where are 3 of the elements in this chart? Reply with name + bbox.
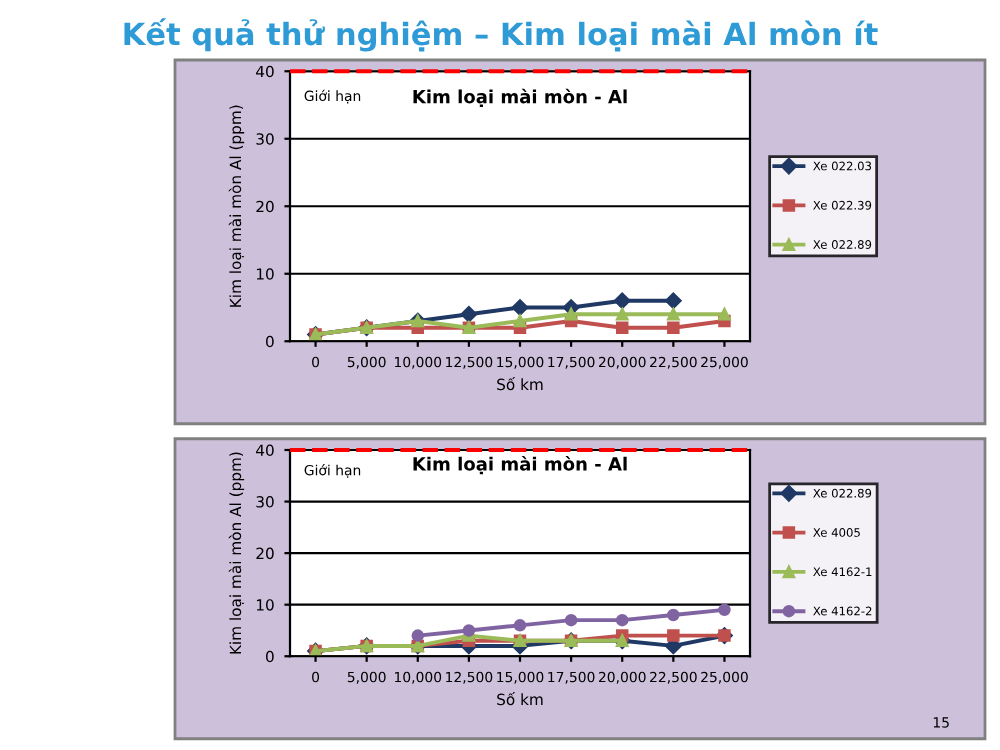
- text: Kết quả thử nghiệm – Kim loại mài Al mòn ít: [124, 18, 878, 52]
- chart-title: Kim loại mài mòn - Al: [413, 456, 627, 475]
- text: Kim loại mài mòn - Al: [413, 88, 627, 108]
